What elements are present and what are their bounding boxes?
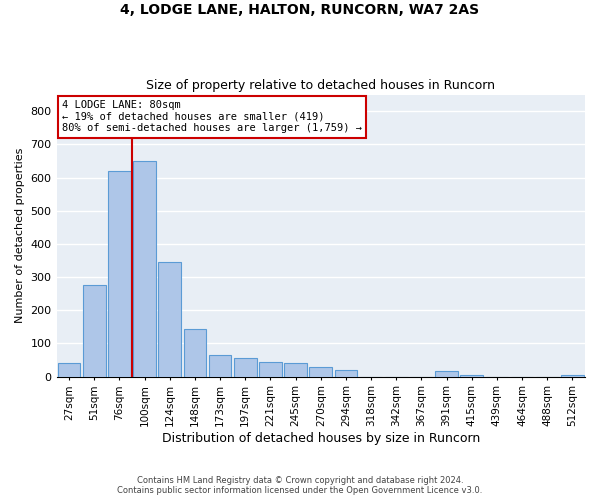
Bar bbox=[435, 370, 458, 376]
Bar bbox=[209, 355, 232, 376]
Bar bbox=[184, 328, 206, 376]
Bar bbox=[335, 370, 357, 376]
Bar bbox=[83, 286, 106, 376]
Bar bbox=[234, 358, 257, 376]
Y-axis label: Number of detached properties: Number of detached properties bbox=[15, 148, 25, 324]
Bar bbox=[133, 161, 156, 376]
Text: 4, LODGE LANE, HALTON, RUNCORN, WA7 2AS: 4, LODGE LANE, HALTON, RUNCORN, WA7 2AS bbox=[121, 2, 479, 16]
Bar bbox=[460, 375, 483, 376]
Bar bbox=[158, 262, 181, 376]
Bar bbox=[561, 375, 584, 376]
Bar bbox=[310, 366, 332, 376]
Bar bbox=[284, 364, 307, 376]
Text: 4 LODGE LANE: 80sqm
← 19% of detached houses are smaller (419)
80% of semi-detac: 4 LODGE LANE: 80sqm ← 19% of detached ho… bbox=[62, 100, 362, 134]
Bar bbox=[259, 362, 282, 376]
Bar bbox=[58, 364, 80, 376]
X-axis label: Distribution of detached houses by size in Runcorn: Distribution of detached houses by size … bbox=[161, 432, 480, 445]
Bar bbox=[108, 171, 131, 376]
Title: Size of property relative to detached houses in Runcorn: Size of property relative to detached ho… bbox=[146, 79, 495, 92]
Text: Contains HM Land Registry data © Crown copyright and database right 2024.
Contai: Contains HM Land Registry data © Crown c… bbox=[118, 476, 482, 495]
